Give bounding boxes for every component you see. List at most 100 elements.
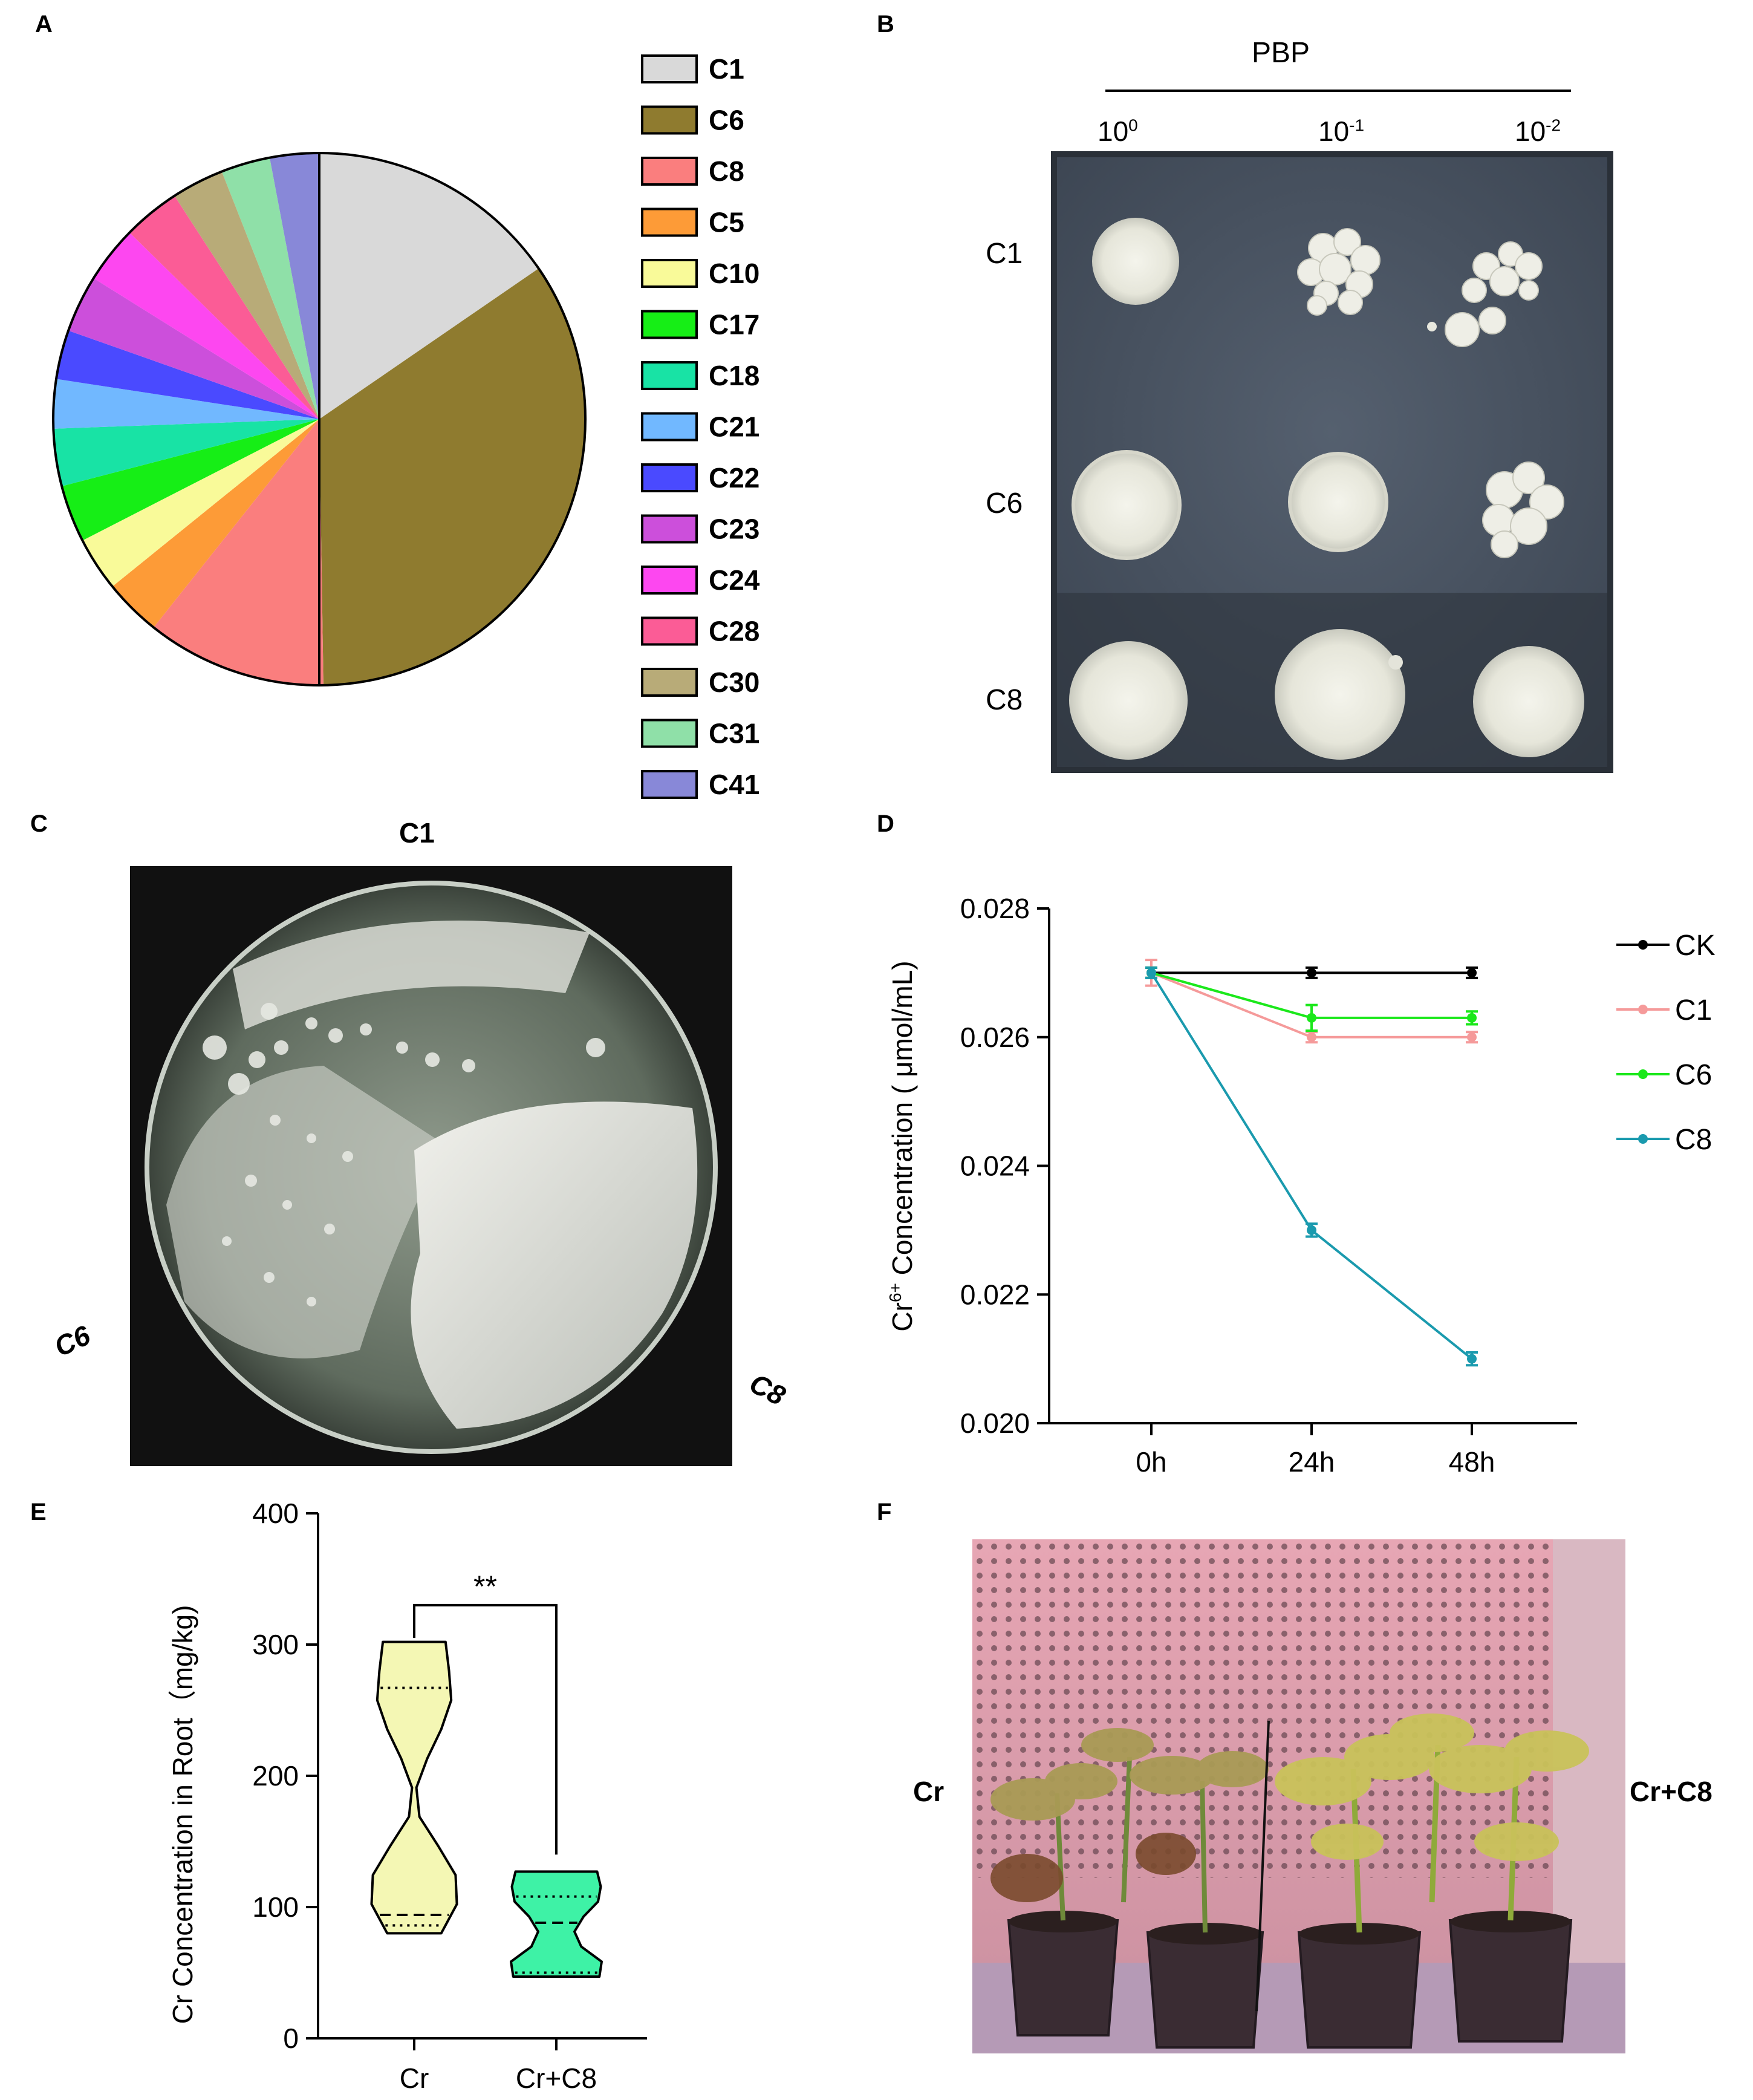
pie-slices xyxy=(52,152,587,686)
legend-marker-c8 xyxy=(1638,1134,1648,1144)
pie-slice-c10 xyxy=(82,419,320,587)
line-y-tick-label: 0.024 xyxy=(960,1150,1030,1182)
legend-label-c30: C30 xyxy=(709,667,759,698)
violin-cr-c8 xyxy=(510,1870,603,1978)
series-point-c1 xyxy=(1307,1032,1316,1042)
violin-y-tick-label: 100 xyxy=(252,1891,299,1923)
legend-label-c23: C23 xyxy=(709,514,759,545)
legend-swatch-c1 xyxy=(641,54,698,83)
legend-label-c5: C5 xyxy=(709,207,744,238)
pie-slice-c18 xyxy=(53,419,320,486)
violin-chart: 0 100 200 300 400 Cr Cr+C8 ** Cr Concentration… xyxy=(167,1500,647,2094)
line-x-tick-label: 48h xyxy=(1449,1446,1495,1478)
legend-swatch-c21 xyxy=(641,412,698,442)
dilution-label-1: 100 xyxy=(1098,116,1138,147)
legend-swatch-c10 xyxy=(641,259,698,288)
line-x-tick-label: 0h xyxy=(1136,1446,1166,1478)
legend-label-c41: C41 xyxy=(709,769,759,800)
line-axes: 0.020 0.022 0.024 0.026 0.028 0h 24h 48h xyxy=(960,893,1577,1478)
series-point-c6 xyxy=(1307,1012,1316,1023)
legend-label-c8: C8 xyxy=(1675,1124,1712,1156)
legend-label-c18: C18 xyxy=(709,360,759,391)
significance-bracket xyxy=(413,1603,558,1855)
line-y-tick-label: 0.028 xyxy=(960,893,1030,924)
line-y-tick-label: 0.026 xyxy=(960,1022,1030,1053)
panel-a-label: A xyxy=(35,11,53,38)
pie-chart: C1 C6 C8 C5 C10 C17 C18 C21 C22 C23 C24 C28 C30 C31 C4… xyxy=(52,53,760,800)
legend-label-c1: C1 xyxy=(1675,994,1712,1026)
row-label-c8: C8 xyxy=(986,684,1023,716)
significance-label: ** xyxy=(473,1570,497,1603)
legend-swatch-c31 xyxy=(641,719,698,748)
legend-label-ck: CK xyxy=(1675,930,1716,962)
violin-x-tick-label: Cr xyxy=(400,2062,429,2094)
dilution-label-3: 10-2 xyxy=(1515,116,1561,147)
pie-slice-c1 xyxy=(319,153,539,419)
legend-swatch-c6 xyxy=(641,105,698,135)
legend-label-c24: C24 xyxy=(709,564,760,596)
dilution-label-2: 10-1 xyxy=(1318,116,1365,147)
row-label-c1: C1 xyxy=(986,238,1023,270)
legend-swatch-c8 xyxy=(641,157,698,186)
series-point-c1 xyxy=(1467,1032,1477,1042)
plate-label-c8: C8 xyxy=(744,1367,791,1412)
legend-label-c10: C10 xyxy=(709,258,759,289)
violin-y-axis-label: Cr Concentration in Root（mg/kg) xyxy=(167,1605,198,2024)
line-x-tick-label: 24h xyxy=(1289,1446,1335,1478)
line-series xyxy=(1145,959,1478,1367)
line-chart: 0.020 0.022 0.024 0.026 0.028 0h 24h 48h CK C1 C6… xyxy=(886,893,1716,1478)
legend-swatch-c41 xyxy=(641,770,698,799)
legend-label-c21: C21 xyxy=(709,411,759,443)
pie-slice-c5 xyxy=(112,419,320,628)
pie-slice-c21 xyxy=(53,379,320,429)
plate-label-c1: C1 xyxy=(399,817,435,849)
legend-label-c22: C22 xyxy=(709,462,759,494)
legend-marker-ck xyxy=(1638,940,1648,950)
series-point-c8 xyxy=(1307,1225,1316,1235)
pbp-header: PBP xyxy=(1252,37,1310,69)
violin-cr xyxy=(370,1640,458,1935)
violin-y-tick-label: 200 xyxy=(252,1760,299,1792)
legend-label-c8: C8 xyxy=(709,155,744,187)
plant-label-cr-c8: Cr+C8 xyxy=(1630,1776,1712,1807)
pie-slice-c30 xyxy=(174,171,319,419)
violin-x-tick-label: Cr+C8 xyxy=(516,2062,597,2094)
series-point-ck xyxy=(1467,968,1477,978)
series-point-ck xyxy=(1307,968,1316,978)
pie-slice-c41 xyxy=(269,153,319,419)
legend-label-c6: C6 xyxy=(1675,1059,1712,1091)
legend-label-c31: C31 xyxy=(709,718,759,749)
violin-y-tick-label: 300 xyxy=(252,1629,299,1660)
pie-slice-c24 xyxy=(93,232,319,419)
panel-e-label: E xyxy=(30,1499,47,1525)
panel-f-label: F xyxy=(877,1499,892,1525)
plant-photo xyxy=(972,1539,1625,2053)
pie-slice-c23 xyxy=(68,278,319,419)
series-point-c6 xyxy=(1467,1012,1477,1023)
legend-label-c28: C28 xyxy=(709,616,759,647)
series-point-c8 xyxy=(1467,1354,1477,1364)
violin-y-tick-label: 400 xyxy=(252,1500,299,1529)
legend-swatch-c24 xyxy=(641,566,698,595)
pbp-header-line xyxy=(1105,90,1571,92)
legend-swatch-c28 xyxy=(641,616,698,646)
panel-b-label: B xyxy=(877,11,894,38)
pie-slice-c22 xyxy=(56,330,320,419)
spot-plate-photo xyxy=(1051,151,1613,773)
legend-swatch-c30 xyxy=(641,668,698,697)
legend-swatch-c18 xyxy=(641,361,698,390)
pie-slice-c28 xyxy=(129,195,320,419)
line-y-axis-label: Cr6+ Concentration ( μmol/mL) xyxy=(886,960,918,1331)
pie-slice-c17 xyxy=(62,419,320,541)
row-label-c6: C6 xyxy=(986,488,1023,520)
panel-c-label: C xyxy=(30,810,48,837)
legend-marker-c1 xyxy=(1638,1005,1648,1014)
plate-label-c6: C6 xyxy=(49,1319,96,1363)
legend-swatch-c5 xyxy=(641,207,698,237)
pie-slice-c6 xyxy=(319,268,585,685)
pie-slice-c8 xyxy=(154,419,324,685)
line-y-tick-label: 0.020 xyxy=(960,1407,1030,1439)
plant-label-cr: Cr xyxy=(913,1776,945,1807)
legend-label-c1: C1 xyxy=(709,53,744,85)
line-y-tick-label: 0.022 xyxy=(960,1279,1030,1310)
